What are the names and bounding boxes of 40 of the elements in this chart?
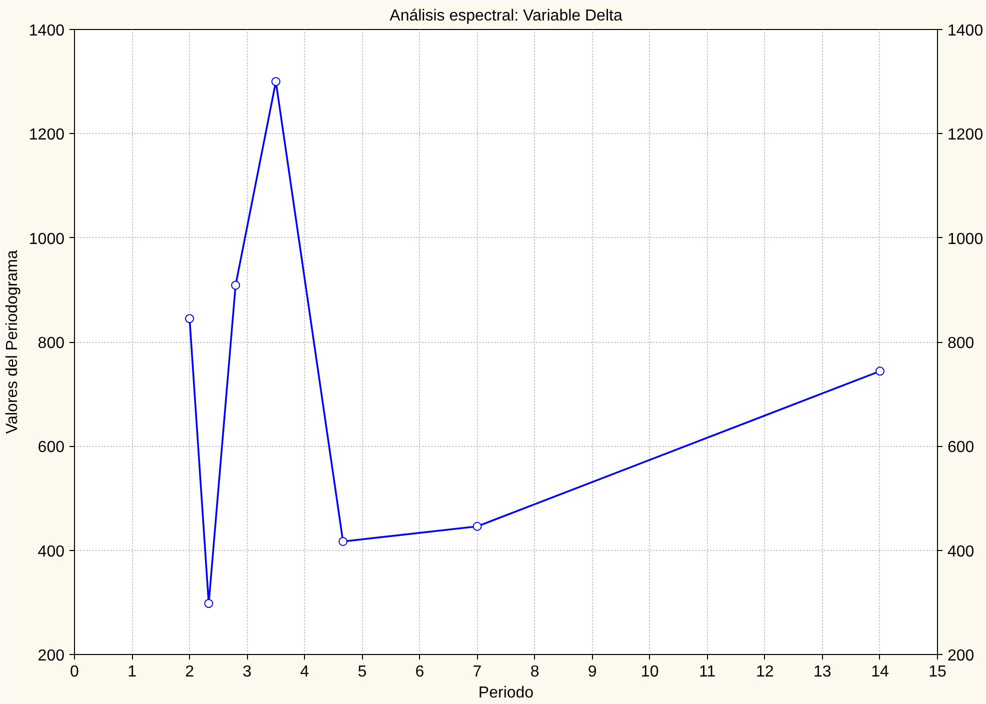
y-tick-label: 800 xyxy=(38,335,65,352)
y2-tick-label: 1000 xyxy=(948,230,984,248)
x-tick-label: 15 xyxy=(928,664,946,680)
y2-tick-label: 400 xyxy=(948,543,974,560)
y2-tick-label: 800 xyxy=(948,335,974,352)
x-tick-label: 14 xyxy=(871,664,889,680)
y2-tick-label: 1400 xyxy=(948,22,984,40)
y-tick-label: 1400 xyxy=(28,22,65,40)
x-tick-label: 7 xyxy=(472,664,482,680)
x-tick-label: 4 xyxy=(300,664,310,680)
point xyxy=(472,522,482,531)
x-axis-title: Periodo xyxy=(478,684,534,702)
x-tick-label: 12 xyxy=(756,664,774,680)
y-tick-label: 400 xyxy=(38,543,65,560)
y2-tick-label: 200 xyxy=(948,648,974,664)
x-tick-label: 13 xyxy=(814,664,832,680)
x-tick-label: 9 xyxy=(588,664,597,680)
x-tick-label: 2 xyxy=(185,664,194,680)
x-tick-label: 3 xyxy=(242,664,252,680)
point xyxy=(231,280,240,290)
y-tick-label: 200 xyxy=(38,648,65,664)
point xyxy=(204,598,214,608)
y2-tick-label: 600 xyxy=(948,439,974,456)
y-axis-title: Valores del Periodograma xyxy=(4,250,21,434)
y-tick-label: 1200 xyxy=(28,126,65,144)
x-tick-label: 6 xyxy=(415,664,424,680)
y2-tick-label: 1200 xyxy=(948,126,984,144)
point xyxy=(875,366,884,376)
chart-title: Análisis espectral: Variable Delta xyxy=(390,8,622,24)
y-tick-label: 1000 xyxy=(28,230,65,248)
x-tick-label: 8 xyxy=(530,664,540,680)
x-tick-label: 0 xyxy=(70,664,80,680)
point xyxy=(271,77,280,86)
x-tick-label: 1 xyxy=(128,664,137,680)
point xyxy=(185,314,194,324)
y-tick-label: 600 xyxy=(38,439,65,456)
x-tick-label: 10 xyxy=(640,664,659,680)
x-tick-label: 5 xyxy=(358,664,367,680)
x-tick-label: 11 xyxy=(699,664,716,680)
point xyxy=(338,536,348,546)
